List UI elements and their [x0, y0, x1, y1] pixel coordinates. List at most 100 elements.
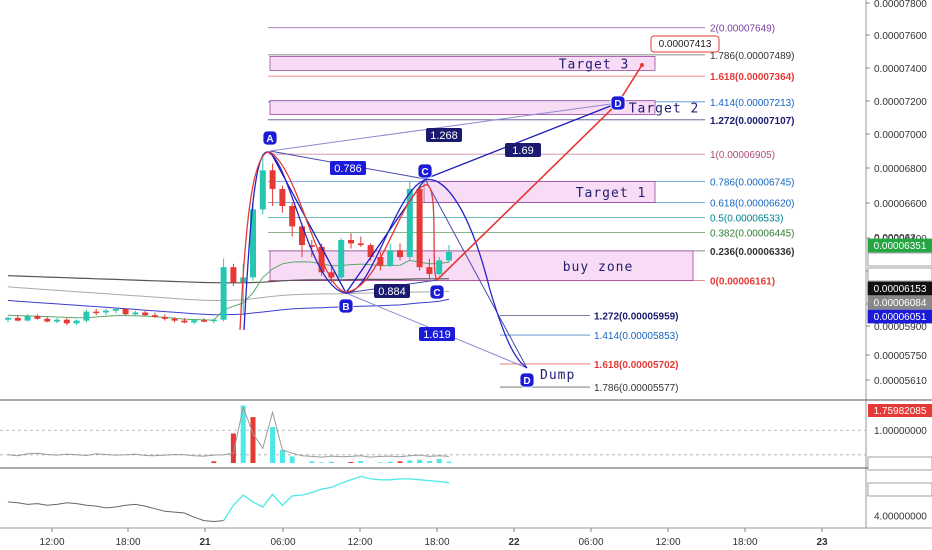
candle-body — [83, 311, 90, 321]
candle-body — [54, 319, 60, 322]
price-badge-text: 0.00006153 — [874, 284, 927, 295]
candle-body — [44, 318, 51, 322]
pattern-point-marker — [338, 298, 354, 314]
candle-body — [269, 170, 276, 189]
time-tick-label: 06:00 — [578, 537, 603, 548]
ratio-box — [419, 327, 455, 341]
pattern-point-marker — [610, 95, 626, 111]
price-badge-text: 0.00006084 — [874, 298, 927, 309]
indicator1-bar — [211, 461, 217, 463]
ratio-label: 1.268 — [430, 130, 458, 142]
dump-label: Dump — [540, 368, 575, 383]
fib-level-label: 0(0.00006161) — [710, 277, 775, 288]
indicator1-badge2-text: 0.03891534 — [874, 459, 927, 470]
time-tick-label: 22 — [508, 537, 520, 548]
indicator1-bar — [270, 426, 276, 463]
price-tick-label: 0.00007200 — [874, 97, 927, 108]
fib-level-label: 0.618(0.00006620) — [710, 199, 795, 210]
indicator1-bar — [240, 405, 246, 463]
candle-body — [279, 189, 286, 206]
pattern-point-label: D — [523, 376, 530, 387]
candle-body — [63, 319, 70, 324]
price-badge — [867, 252, 932, 267]
fib-level-label: 1(0.00006905) — [710, 150, 775, 161]
zone-label: Target 2 — [629, 102, 700, 117]
indicator1-bar — [417, 459, 423, 463]
time-tick-label: 12:00 — [347, 537, 372, 548]
price-tick-label: 0.00007400 — [874, 64, 927, 75]
price-badge-text: 0.00006051 — [874, 312, 927, 323]
candle-body — [348, 240, 354, 244]
candle-body — [338, 240, 345, 278]
time-tick-label: 21 — [199, 537, 211, 548]
indicator1-bar — [309, 461, 315, 463]
projection-curve-red — [239, 151, 438, 331]
target-zone — [423, 180, 656, 204]
fib-level-label: 0.382(0.00006445) — [710, 228, 795, 239]
candle-body — [171, 318, 178, 321]
price-badge-text: 40:48 — [887, 270, 912, 281]
indicator1-badge — [868, 404, 932, 417]
price-tick-label: 0.00007000 — [874, 130, 927, 141]
projection-target-point — [640, 63, 644, 67]
ratio-label: 1.69 — [512, 145, 533, 157]
candle-body — [14, 317, 21, 321]
zone-label: buy zone — [563, 260, 634, 275]
price-badge — [867, 238, 932, 253]
candle-body — [406, 189, 413, 257]
indicator1-line — [7, 405, 450, 458]
price-badge — [867, 295, 932, 310]
candle-body — [289, 206, 296, 227]
candle-body — [446, 251, 452, 261]
price-badge — [867, 267, 932, 282]
candle-body — [142, 312, 149, 316]
pattern-point-marker — [417, 163, 433, 179]
candle-body — [299, 226, 305, 246]
target-zone — [269, 100, 656, 115]
fib-level-label: 1.414(0.00007213) — [710, 98, 795, 109]
candle-body — [191, 320, 198, 323]
indicator1-bar — [319, 462, 325, 463]
fib-level-label: 1.272(0.00007107) — [710, 116, 795, 127]
candle-body — [357, 243, 364, 246]
indicator2-line-gray — [7, 501, 224, 523]
pattern-point-label: D — [614, 99, 621, 110]
pattern-point-label: C — [433, 288, 440, 299]
candle-body — [426, 267, 433, 274]
pattern-point-marker — [262, 130, 278, 146]
ratio-label: 0.786 — [334, 163, 362, 175]
candle-body — [93, 311, 100, 314]
indicator1-bar — [279, 449, 285, 463]
candle-body — [132, 312, 139, 315]
candle-body — [103, 310, 109, 313]
candle-body — [308, 245, 315, 247]
price-tick-label: 0.00005900 — [874, 322, 927, 333]
fib-level-label: 0.236(0.00006336) — [710, 247, 795, 258]
price-badge — [867, 281, 932, 296]
candle-body — [436, 260, 443, 274]
ratio-label: 0.884 — [378, 286, 406, 298]
indicator1-tick-label: 1.00000000 — [874, 426, 927, 437]
fib-ext-label: 1.618(0.00005702) — [594, 360, 679, 371]
fib-level-label: 2(0.00007649) — [710, 24, 775, 35]
candle-body — [328, 272, 335, 278]
candle-body — [259, 170, 266, 210]
indicator1-bar — [348, 462, 354, 463]
candle-body — [201, 320, 207, 322]
fib-ext-label: 1.414(0.00005853) — [594, 331, 679, 342]
indicator2-line-cyan — [223, 475, 450, 521]
candle-body — [73, 320, 80, 324]
indicator1-badge-text: 1.75982085 — [874, 406, 927, 417]
pattern-point-label: A — [266, 134, 273, 145]
candle-body — [161, 317, 168, 319]
fib-level-label: 1.786(0.00007489) — [710, 51, 795, 62]
candle-body — [250, 209, 256, 278]
indicator2-tick-label: 4.00000000 — [874, 512, 927, 523]
candle-body — [34, 316, 41, 319]
candle-body — [220, 267, 227, 320]
candle-body — [377, 257, 384, 266]
price-tick-label: 0.00005610 — [874, 376, 927, 387]
price-tick-label: 0.00007800 — [874, 0, 927, 10]
